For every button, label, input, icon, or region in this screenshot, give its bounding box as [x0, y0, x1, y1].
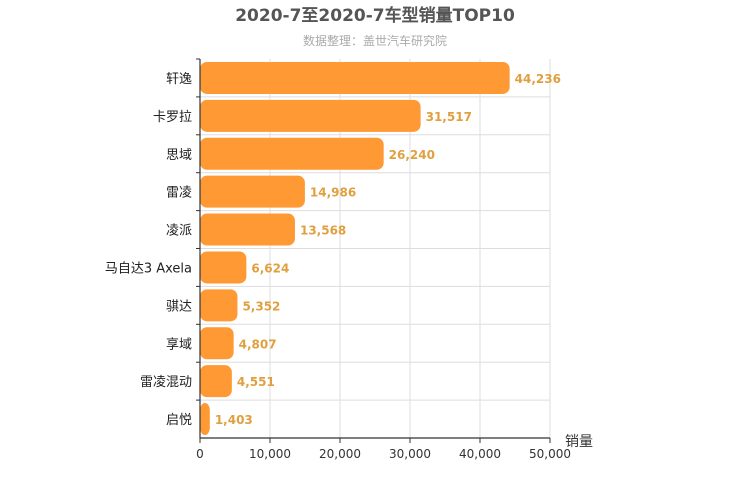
- data-label: 31,517: [426, 110, 472, 124]
- x-axis-label: 销量: [565, 434, 593, 450]
- bar: [200, 175, 305, 208]
- bar: [200, 99, 421, 132]
- x-tick-label: 10,000: [249, 447, 291, 461]
- data-label: 13,568: [300, 224, 346, 238]
- data-label: 5,352: [242, 299, 280, 313]
- bar: [200, 213, 295, 246]
- data-label: 26,240: [389, 148, 435, 162]
- bar: [200, 327, 234, 360]
- y-tick-label: 雷凌: [166, 186, 192, 201]
- y-tick-label: 马自达3 Axela: [105, 261, 192, 276]
- bars: 44,236 31,517 26,240 14,986 13,568 6,624 5,352…: [200, 61, 561, 436]
- bar: [200, 289, 238, 322]
- x-tick-label: 50,000: [529, 447, 571, 461]
- data-label: 4,807: [239, 337, 277, 351]
- y-tick-label: 卡罗拉: [153, 110, 192, 125]
- bar: [200, 365, 232, 398]
- data-label: 4,551: [237, 375, 275, 389]
- bar: [200, 251, 247, 284]
- y-tick-label: 思域: [166, 148, 192, 163]
- x-tick-label: 30,000: [389, 447, 431, 461]
- y-tick-label: 雷凌混动: [140, 375, 192, 390]
- chart-subtitle: 数据整理：盖世汽车研究院: [303, 33, 447, 48]
- y-tick-label: 轩逸: [166, 72, 192, 87]
- bar: [200, 137, 384, 170]
- chart-title: 2020-7至2020-7车型销量TOP10: [235, 5, 515, 26]
- grid: [199, 59, 551, 438]
- bar: [200, 403, 210, 436]
- x-tick-label: 40,000: [459, 447, 501, 461]
- y-tick-label: 骐达: [166, 299, 192, 314]
- y-tick-label: 启悦: [166, 413, 192, 428]
- x-tick-label: 0: [196, 447, 204, 461]
- x-tick-label: 20,000: [319, 447, 361, 461]
- data-label: 14,986: [310, 186, 356, 200]
- y-tick-label: 享域: [166, 336, 192, 352]
- data-label: 1,403: [215, 413, 253, 427]
- data-label: 6,624: [251, 261, 289, 275]
- data-label: 44,236: [515, 72, 561, 86]
- bar: [200, 61, 510, 94]
- y-tick-label: 凌派: [166, 224, 192, 239]
